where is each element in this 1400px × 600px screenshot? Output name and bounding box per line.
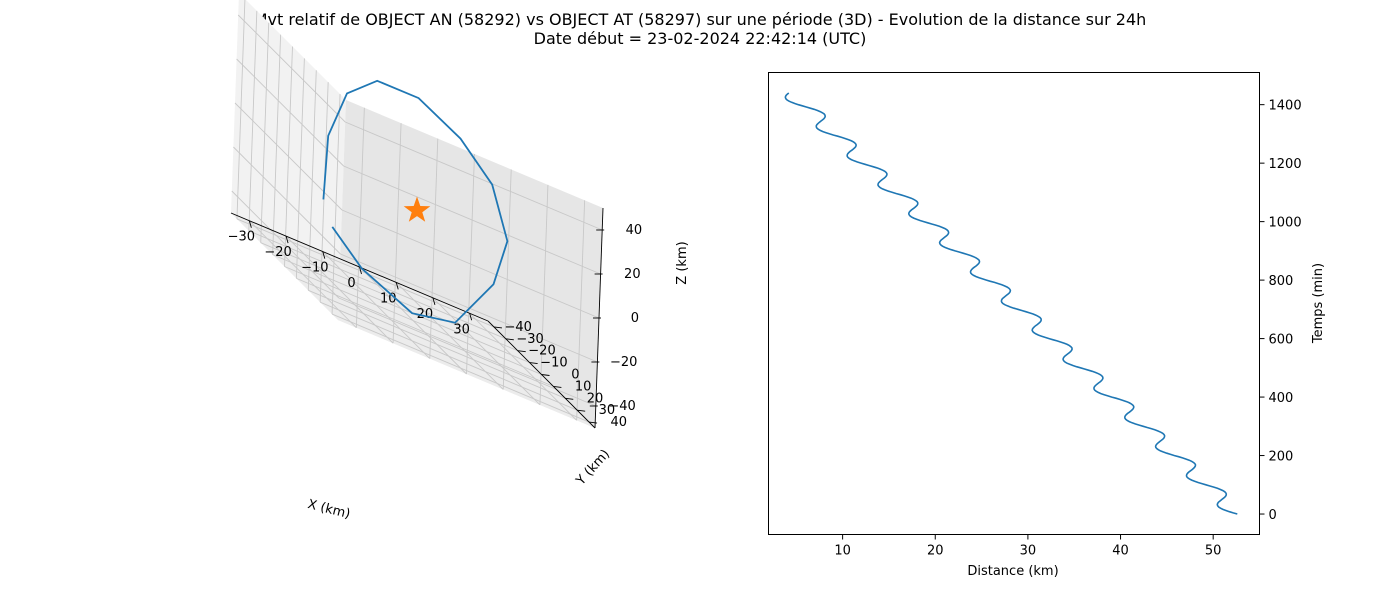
z-gridline-back [338,297,596,407]
z-tick-label: −20 [610,355,637,370]
y-tick-label: 600 [1269,333,1294,348]
z-gridline-back [341,209,600,319]
y-tick [577,409,586,412]
distance-line [784,92,1238,515]
x-tick [359,266,362,275]
x-tick [322,251,326,259]
x-tick-label: 40 [1112,544,1129,559]
y-gridline-floor [331,313,590,423]
z-tick-label: 0 [631,311,639,326]
y-gridline-floor [308,289,566,399]
z-gridline-left [233,146,341,255]
x-tick-label: 30 [1020,544,1037,559]
z-gridline-left [236,58,344,167]
x-tick [469,313,473,321]
y-tick [517,350,526,353]
y-tick-label: 1400 [1269,99,1302,114]
y-gridline-floor [319,301,578,411]
y-tick-label: −30 [516,332,543,347]
y-gridline-floor [272,254,530,364]
y-tick-label: 0 [1269,508,1277,523]
y-gridline-floor [284,266,542,375]
x-axis-label: X (km) [306,497,352,522]
y-tick [505,338,514,341]
y-tick [565,397,574,400]
y-tick [553,385,562,388]
y-gridline-floor [236,218,495,328]
y-tick-label: 1200 [1269,157,1302,172]
y-tick [529,362,538,365]
y-tick-label: 10 [575,379,592,394]
x-tick-label: 30 [453,322,470,337]
z-gridline-back [343,165,601,275]
reference-star-marker [403,196,431,222]
y-tick-label: −40 [505,320,532,335]
y-tick-label: 1000 [1269,216,1302,231]
y-tick-label: −10 [540,356,567,371]
x-tick [395,282,399,290]
x-tick-label: 10 [380,291,397,306]
y-tick-label: 40 [611,415,628,430]
x-tick-label: 10 [834,544,851,559]
y-tick-label: −20 [528,344,555,359]
figure-title-line-1: Mvt relatif de OBJECT AN (58292) vs OBJE… [253,10,1147,29]
x-tick-label: 20 [417,307,434,322]
y-gridline-floor [260,242,518,352]
y-tick-label: 400 [1269,391,1294,406]
trajectory-line [322,79,509,324]
x-tick-label: −30 [228,230,255,245]
y-axis-label: Temps (min) [1311,263,1326,344]
figure-title-line-2: Date début = 23-02-2024 22:42:14 (UTC) [533,29,867,48]
z-tick-label: 20 [624,267,641,282]
x-tick [248,220,252,228]
x-tick-label: −20 [264,245,291,260]
y-gridline-floor [296,277,554,387]
z-axis-label: Z (km) [675,241,690,284]
y-axis-label: Y (km) [573,447,613,489]
y-tick-label: 0 [571,368,579,383]
x-tick-label: −10 [301,261,328,276]
z-gridline-back [345,121,603,231]
z-gridline-left [231,190,340,299]
y-gridline-floor [248,230,507,340]
y-tick [493,326,503,329]
y-tick [541,374,550,376]
x-tick-label: 50 [1205,544,1222,559]
chart-distance-time: 10 20 30 40 50 0 200 400 600 800 1000 1200 1400 Dis… [768,72,1326,579]
y-tick [588,421,598,424]
y-tick-label: 200 [1269,450,1294,465]
x-tick-label: 0 [347,276,355,291]
y-tick-label: 30 [599,403,616,418]
y-tick-label: 800 [1269,274,1294,289]
z-tick-label: 40 [626,223,643,238]
x-tick-label: 20 [927,544,944,559]
z-gridline-left [237,14,346,123]
x-axis-label: Distance (km) [967,564,1058,579]
x-tick [285,236,289,244]
plot-frame [768,72,1260,535]
y-tick-label: 20 [587,391,604,406]
z-tick-label: −40 [608,399,635,414]
x-tick [432,297,436,305]
